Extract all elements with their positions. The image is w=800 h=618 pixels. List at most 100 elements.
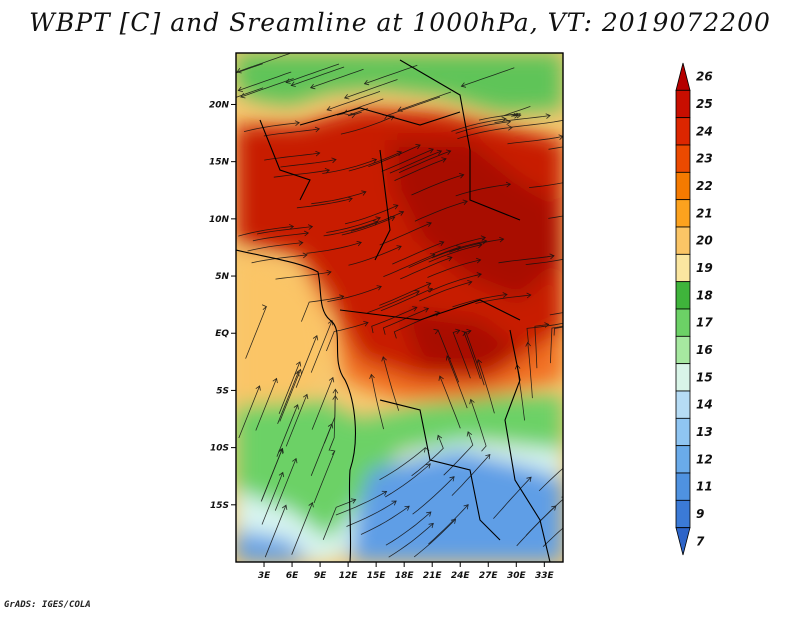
streamline-arrow (307, 224, 314, 230)
streamline-arrow (450, 518, 457, 524)
streamline (278, 361, 301, 414)
streamline (549, 312, 563, 316)
streamline (291, 502, 313, 555)
streamline (525, 498, 563, 536)
streamline-arrow (303, 230, 310, 237)
streamline-arrow (469, 398, 475, 405)
streamline (431, 237, 486, 255)
streamline-arrow (369, 373, 375, 380)
streamline-arrow (312, 335, 319, 341)
lon-label: 33E (535, 571, 555, 581)
streamline-arrow (390, 215, 396, 222)
country-borders (236, 59, 551, 562)
colorbar-label: 18 (696, 288, 713, 302)
streamline (548, 215, 563, 219)
colorbar-label: 9 (696, 507, 704, 521)
streamline (263, 128, 320, 137)
colorbar-swatch (675, 89, 691, 119)
streamline-arrow (425, 463, 431, 469)
streamline (340, 115, 395, 135)
streamline-arrow (438, 375, 444, 381)
border-north (299, 107, 461, 126)
streamline (526, 322, 563, 343)
colorbar-label: 17 (696, 316, 713, 330)
streamline-arrow (436, 149, 443, 156)
streamline-arrow (502, 292, 508, 298)
streamline-arrow (398, 210, 405, 216)
streamline (534, 324, 549, 369)
streamline (428, 244, 482, 263)
streamline-arrow (576, 254, 581, 259)
lon-label: 6E (286, 571, 299, 581)
colorbar-swatch (675, 335, 691, 365)
streamline (350, 211, 404, 232)
streamline (452, 294, 508, 308)
longitude-axis: 3E 6E 9E 12E 15E 18E 21E 24E 27E 30E 33E (258, 562, 555, 581)
streamline-arrow (476, 358, 483, 365)
streamline (394, 158, 447, 181)
streamline-arrow (237, 86, 243, 92)
streamline (313, 450, 336, 504)
colorbar-label: 13 (696, 425, 713, 439)
streamline-arrow (412, 306, 418, 312)
colorbar-swatch (675, 199, 691, 228)
lon-label: 12E (339, 571, 359, 581)
streamline-arrow (281, 504, 288, 510)
streamline-arrow (296, 368, 302, 375)
streamline-arrow (371, 158, 378, 164)
streamline (261, 472, 284, 525)
streamline-arrow (381, 356, 387, 362)
streamline (412, 476, 455, 515)
green-north-region (236, 53, 563, 112)
colorbar-swatch (675, 226, 691, 255)
streamline-arrow (343, 94, 350, 100)
streamline-arrow (501, 116, 507, 123)
lon-label: 3E (258, 571, 271, 581)
streamline-arrow (361, 190, 367, 196)
streamline-arrow (285, 78, 291, 84)
streamline-arrow (339, 294, 345, 300)
streamline (427, 259, 481, 278)
streamline-arrow (449, 476, 455, 482)
streamline-arrow (439, 240, 445, 247)
streamline (385, 511, 432, 546)
streamline (341, 216, 395, 236)
lat-label: 10S (210, 444, 229, 454)
streamline-arrow (599, 300, 604, 305)
streamline (255, 378, 277, 431)
streamline (529, 182, 563, 188)
streamline-arrow (363, 321, 369, 327)
streamline-arrow (350, 112, 356, 119)
streamline-arrow (302, 393, 309, 400)
streamline-arrow (326, 269, 332, 276)
colorbar-swatch (675, 499, 691, 529)
streamline (335, 491, 387, 516)
streamline (310, 423, 333, 476)
streamline-arrow (290, 81, 296, 87)
streamline-arrow (393, 204, 399, 210)
colorbar-swatch (675, 144, 691, 173)
streamline (388, 523, 434, 558)
streamline (364, 64, 418, 85)
streamline-arrow (293, 404, 299, 410)
streamline (326, 322, 369, 352)
streamline (348, 151, 402, 172)
streamline-arrow (436, 434, 443, 441)
streamline-arrow (375, 216, 381, 222)
streamline-arrow (549, 253, 555, 260)
streamline-arrow (526, 476, 532, 482)
streamline (411, 435, 444, 477)
streamline-arrow (292, 457, 298, 464)
streamline (245, 306, 267, 359)
lon-label: 30E (507, 571, 527, 581)
streamline (285, 63, 340, 83)
colorbar-swatch (675, 445, 691, 474)
streamline-arrow (376, 285, 382, 291)
streamline (428, 504, 469, 545)
border-chad (374, 149, 391, 261)
streamline-arrow (261, 304, 268, 310)
streamline-arrow (255, 385, 261, 391)
streamline-arrow (294, 120, 300, 127)
streamline (550, 325, 563, 364)
colorbar-swatch (675, 281, 691, 310)
